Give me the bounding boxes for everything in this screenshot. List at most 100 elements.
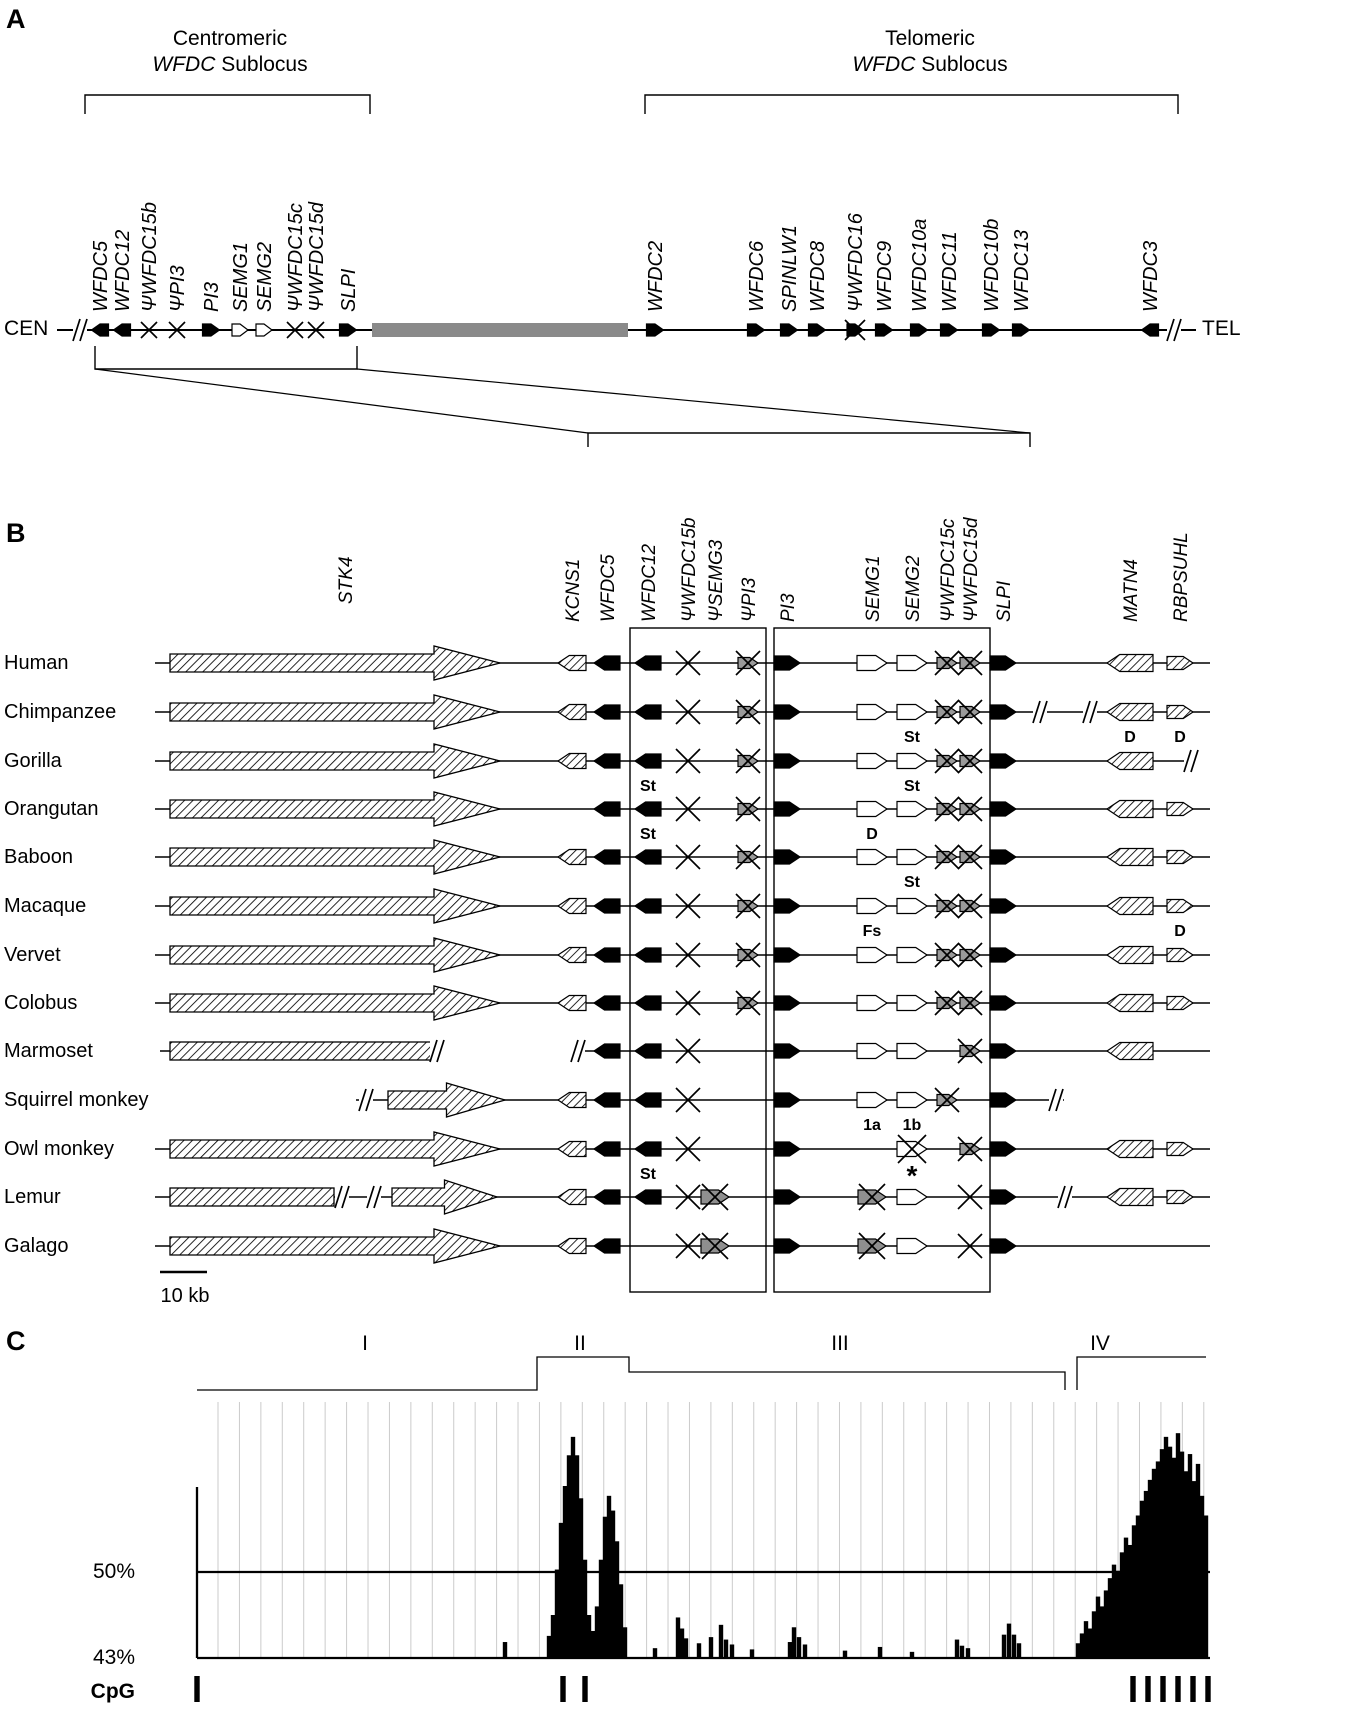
species-label-human: Human [4,652,69,674]
glyph-PSI15B-Owl monkey [675,1136,701,1162]
glyph-PSIPI3-Human [735,650,761,676]
glyph-SEMG2-Macaque [896,897,929,915]
region-label-iii: III [831,1332,849,1355]
glyph-WFDC5-Vervet [592,947,621,963]
glyph-PI3-Baboon [773,849,802,865]
glyph-MATN4-Colobus [1105,993,1154,1013]
panel-a-label: A [6,4,26,34]
label-cpg: CpG [90,1680,135,1703]
gene-label-b-WFDC12: WFDC12 [639,543,660,622]
glyph-WFDC12-Owl monkey [633,1141,662,1157]
scale-label: 10 kb [160,1285,210,1307]
centromeric-title: Centromeric WFDC Sublocus [89,26,371,79]
glyph-SEMG2-Squirrel monkey [896,1091,929,1109]
telomeric-title-rest: Sublocus [915,53,1008,77]
gc-bar [652,1648,658,1658]
glyph-SEMG1-Galago [858,1232,886,1260]
gc-bar [1151,1468,1157,1658]
glyph-PI3-Human [773,655,802,671]
glyph-RBPSUHL-Chimpanzee [1166,704,1195,720]
gene-label-a-WFDC11: WFDC11 [939,231,961,312]
species-label-colobus: Colobus [4,992,78,1014]
gc-bar [1203,1515,1209,1658]
cpg-island-tick [582,1676,588,1702]
glyph-SEMG2-Orangutan [896,800,929,818]
annotation-Gorilla: St [904,778,921,795]
glyph-SEMG1-Colobus [856,994,889,1012]
species-label-vervet: Vervet [4,944,61,966]
glyph-SEMG2-Colobus [896,994,929,1012]
glyph-stk4-Galago [169,1228,501,1264]
glyph-MATN4-Orangutan [1105,799,1154,819]
glyph-PSI15C-Vervet [934,942,960,968]
telomeric-title-italic: WFDC [852,53,916,77]
glyph-PSI15B-Marmoset [675,1038,701,1064]
region-label-ii: II [574,1332,586,1355]
glyph-PSIPI3-Macaque [735,893,761,919]
annotation-Owl monkey: * [907,1160,918,1191]
glyph-stk4-Chimpanzee [169,694,501,730]
cpg-island-tick [1190,1676,1196,1702]
sequence-break-Chimpanzee [1082,700,1091,724]
species-label-galago: Galago [4,1235,69,1257]
glyph-PSI15C-Baboon [934,844,960,870]
species-label-orangutan: Orangutan [4,798,99,820]
cen-break [79,318,88,342]
glyph-KCNS1-Lemur [556,1188,587,1206]
tel-break [1173,318,1182,342]
highlight-box-2 [773,627,991,1293]
glyph-KCNS1-Chimpanzee [556,703,587,721]
gc-bar [1175,1433,1181,1658]
gc-bar [610,1510,616,1658]
glyph-SEMG1-Lemur [858,1183,886,1211]
glyph-PSIPI3-Vervet [735,942,761,968]
glyph-PSI15D-Macaque [957,893,983,919]
gc-bar [586,1615,592,1658]
glyph-RBPSUHL-Lemur [1166,1189,1195,1205]
gene-label-a-WFDC6: WFDC6 [746,240,768,312]
sequence-break-Marmoset [570,1039,579,1063]
glyph-stk4-Colobus [169,985,501,1021]
glyph-PSI15C-Human [934,650,960,676]
glyph-PSI15B-Lemur [675,1184,701,1210]
sequence-break-Lemur [341,1185,350,1209]
gc-bar [802,1644,808,1658]
gc-bar [1107,1578,1113,1658]
gc-bar [554,1569,560,1658]
annotation-Macaque: Fs [863,923,882,940]
glyph-PSI15D-Galago [957,1233,983,1259]
glyph-SEMG1-Macaque [856,897,889,915]
glyph-KCNS1-Vervet [556,946,587,964]
gc-bar [582,1559,588,1658]
annotation-Chimpanzee: D [1124,729,1136,746]
glyph-PSI15B-Gorilla [675,748,701,774]
gc-bar [718,1624,724,1658]
glyph-MATN4-Gorilla [1105,751,1154,771]
glyph-PI3-Squirrel monkey [773,1092,802,1108]
gc-bar [1075,1643,1081,1658]
sequence-break-Lemur [334,1185,343,1209]
annotation-Squirrel monkey: 1b [903,1117,922,1134]
sequence-break-Chimpanzee [1033,699,1047,725]
gc-bar [1115,1570,1121,1658]
gene-label-b-SLPI: SLPI [994,580,1015,622]
cpg-island-tick [1205,1676,1211,1702]
gc-bar [877,1646,883,1658]
gc-bar [909,1651,915,1658]
panel-c-label: C [6,1326,26,1356]
glyph-RBPSUHL-Human [1166,655,1195,671]
glyph-WFDC5-Squirrel monkey [592,1092,621,1108]
region-label-iv: IV [1090,1332,1110,1355]
gene-glyph-WFDC3 [1140,323,1160,337]
glyph-KCNS1-Squirrel monkey [556,1091,587,1109]
glyph-PSI15D-Baboon [957,844,983,870]
annotation-Orangutan: St [640,826,657,843]
gc-bar [675,1617,681,1658]
gc-bar [791,1627,797,1658]
gc-bar [614,1541,620,1658]
gc-bar [1187,1454,1193,1658]
glyph-SEMG2-Vervet [896,946,929,964]
glyph-RBPSUHL-Macaque [1166,898,1195,914]
glyph-PSISEMG3-Galago [701,1232,729,1260]
